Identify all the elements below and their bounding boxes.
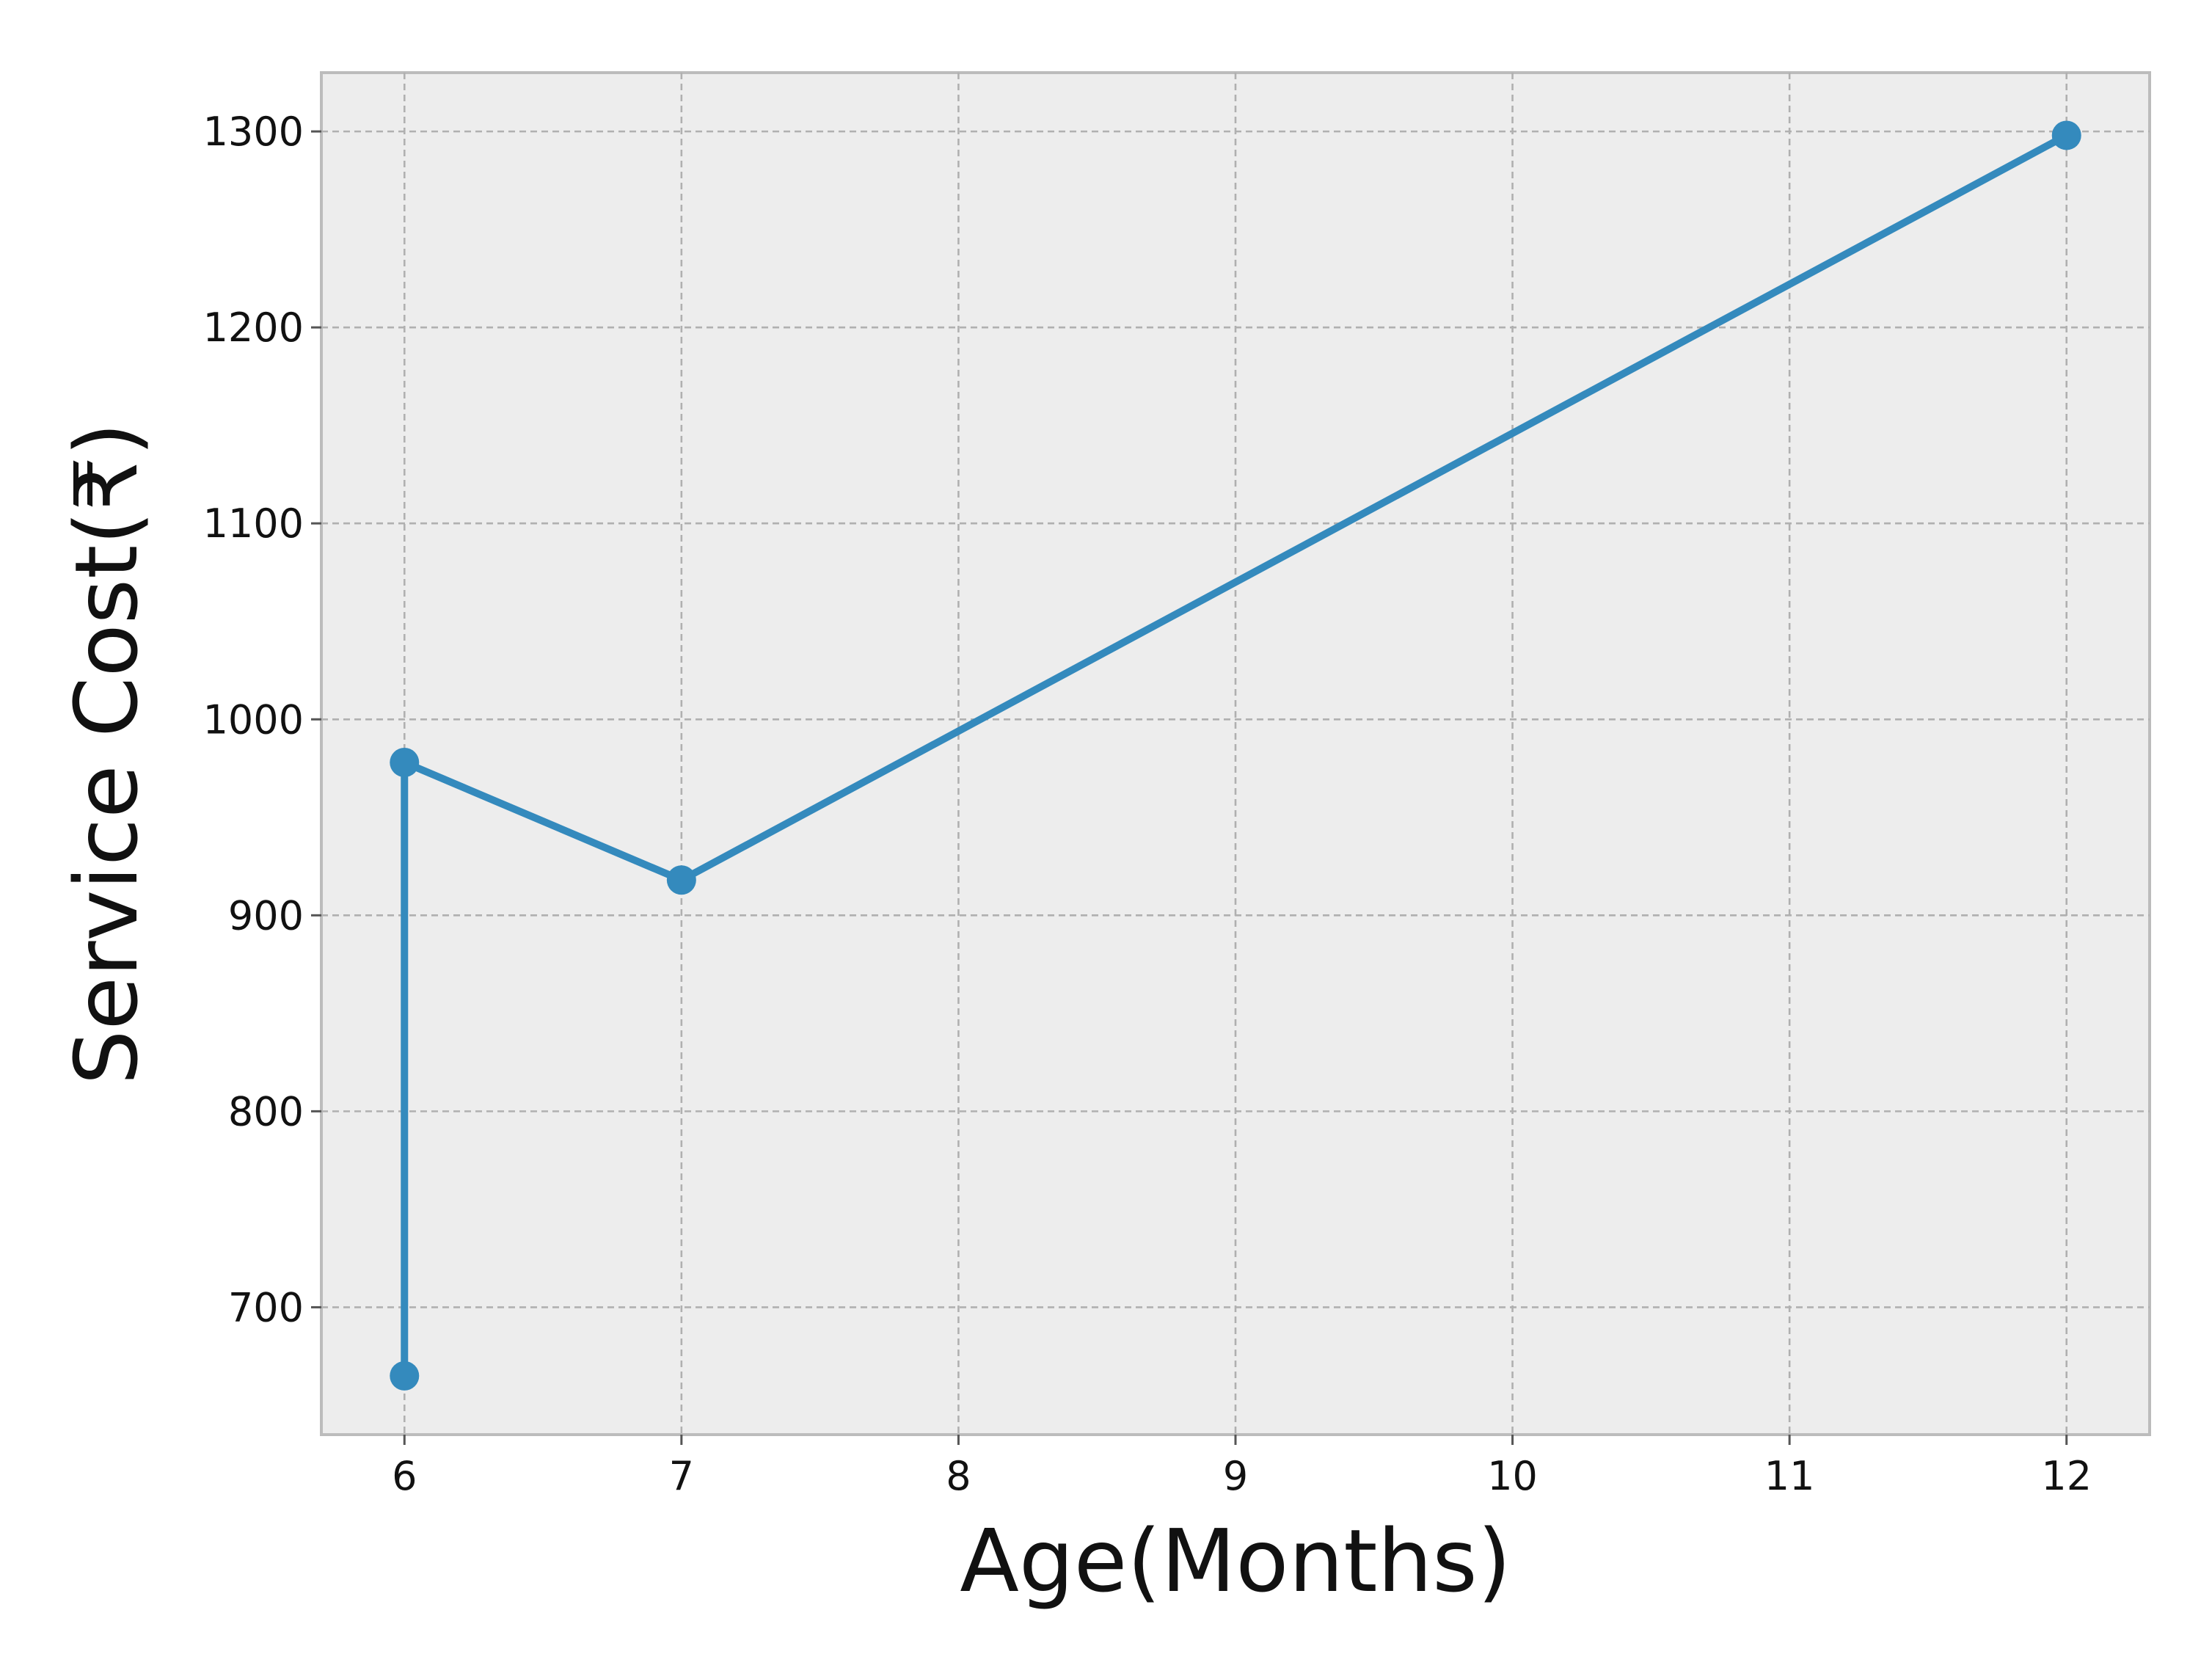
data-point-marker <box>390 748 420 778</box>
data-point-marker <box>2051 120 2081 150</box>
x-tick-label: 7 <box>669 1453 694 1499</box>
x-tick-label: 12 <box>2041 1453 2092 1499</box>
y-axis-title: Service Cost(₹) <box>56 422 157 1085</box>
y-tick-label: 1100 <box>203 500 304 547</box>
x-tick-label: 11 <box>1764 1453 1815 1499</box>
y-tick-label: 900 <box>228 892 304 939</box>
data-point-marker <box>390 1361 420 1391</box>
x-tick-label: 8 <box>946 1453 971 1499</box>
y-tick-label: 1200 <box>203 305 304 351</box>
data-point-marker <box>666 865 696 895</box>
y-tick-label: 1000 <box>203 696 304 743</box>
y-tick-label: 700 <box>228 1284 304 1330</box>
y-tick-label: 800 <box>228 1088 304 1134</box>
x-tick-label: 10 <box>1487 1453 1538 1499</box>
series-line <box>401 131 2070 1380</box>
x-tick-label: 9 <box>1223 1453 1248 1499</box>
x-tick-label: 6 <box>392 1453 417 1499</box>
x-axis-title: Age(Months) <box>960 1510 1511 1611</box>
data-series <box>390 120 2081 1391</box>
y-tick-label: 1300 <box>203 109 304 155</box>
axis-ticks: 6 7 8 9 10 11 12 700 800 900 1000 1100 1200 1300 <box>203 109 2092 1499</box>
